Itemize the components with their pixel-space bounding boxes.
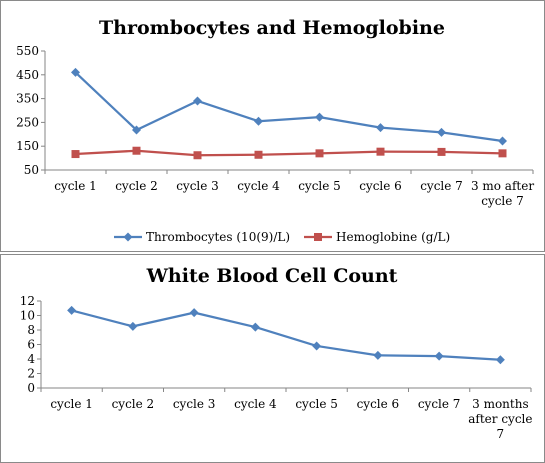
x-tick-label: cycle 3: [173, 397, 216, 411]
data-point: [498, 136, 507, 146]
chart-title: White Blood Cell Count: [146, 265, 398, 287]
data-point: [132, 125, 141, 135]
thrombocytes-hemoglobine-chart: Thrombocytes and Hemoglobine 50 150 250 350…: [0, 0, 545, 252]
chart-1-svg: Thrombocytes and Hemoglobine 50 150 250 350…: [16, 17, 534, 244]
x-tick-label: cycle 1: [54, 179, 97, 193]
legend-marker: [123, 232, 133, 242]
data-point: [373, 350, 383, 360]
x-tick-label: 3 months: [472, 397, 529, 411]
x-tick-label: cycle 6: [359, 179, 402, 193]
x-tick-label: cycle 4: [237, 179, 280, 193]
legend-label: Thrombocytes (10(9)/L): [146, 230, 290, 244]
x-tick-label: cycle 7: [481, 194, 524, 208]
x-tick-label: cycle 2: [115, 179, 158, 193]
series-line: [75, 149, 503, 157]
x-tick-label: cycle 3: [176, 179, 219, 193]
data-point: [315, 112, 324, 122]
data-point: [495, 355, 505, 365]
y-tick-label: 450: [16, 68, 39, 82]
data-point: [312, 341, 322, 351]
x-tick-label: 3 mo after: [471, 179, 534, 193]
y-tick-label: 4: [27, 352, 35, 366]
y-tick-label: 12: [20, 294, 35, 308]
y-tick-label: 550: [16, 44, 39, 58]
data-point: [498, 149, 507, 158]
x-tick-label: after cycle: [468, 412, 532, 426]
data-point: [434, 351, 444, 361]
y-tick-label: 0: [27, 381, 35, 395]
y-tick-label: 6: [27, 338, 35, 352]
data-point: [128, 321, 138, 331]
data-point: [315, 149, 324, 158]
x-tick-label: 7: [497, 427, 505, 441]
x-tick-label: cycle 5: [295, 397, 338, 411]
x-tick-label: cycle 2: [112, 397, 155, 411]
y-tick-label: 2: [27, 367, 35, 381]
y-tick-label: 10: [20, 309, 35, 323]
y-tick-label: 250: [16, 115, 39, 129]
data-point: [254, 150, 263, 159]
series-line: [71, 309, 501, 361]
data-point: [437, 147, 446, 156]
data-point: [437, 127, 446, 137]
data-point: [193, 151, 202, 160]
data-point: [67, 305, 77, 315]
data-point: [254, 116, 263, 126]
white-blood-cell-chart: White Blood Cell Count 0 2 4 6 8 10 12 cycle 1 c…: [0, 254, 545, 463]
x-tick-label: cycle 1: [50, 397, 93, 411]
series-line: [74, 71, 503, 143]
legend-marker: [314, 233, 322, 241]
data-point: [189, 308, 199, 318]
x-tick-label: cycle 7: [420, 179, 463, 193]
data-point: [193, 96, 202, 106]
y-tick-label: 50: [24, 163, 39, 177]
data-point: [376, 123, 385, 133]
y-tick-label: 350: [16, 92, 39, 106]
data-point: [376, 147, 385, 156]
x-tick-label: cycle 7: [418, 397, 461, 411]
y-tick-label: 150: [16, 139, 39, 153]
data-point: [132, 146, 141, 155]
data-point: [250, 322, 260, 332]
x-tick-label: cycle 6: [357, 397, 400, 411]
legend-label: Hemoglobine (g/L): [336, 230, 450, 244]
data-point: [71, 150, 80, 159]
y-tick-label: 8: [27, 323, 35, 337]
chart-title: Thrombocytes and Hemoglobine: [99, 17, 445, 39]
x-tick-label: cycle 5: [298, 179, 341, 193]
x-tick-label: cycle 4: [234, 397, 277, 411]
data-point: [71, 67, 80, 77]
